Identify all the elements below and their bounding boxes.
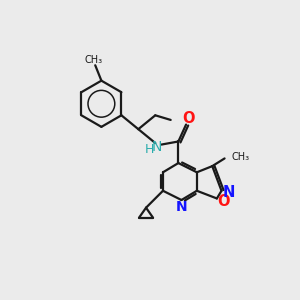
- Text: N: N: [222, 185, 235, 200]
- Text: CH₃: CH₃: [232, 152, 250, 162]
- Text: N: N: [176, 200, 187, 214]
- Text: H: H: [144, 143, 154, 156]
- Text: O: O: [218, 194, 230, 209]
- Text: N: N: [152, 140, 162, 154]
- Text: O: O: [182, 111, 195, 126]
- Text: CH₃: CH₃: [85, 55, 103, 65]
